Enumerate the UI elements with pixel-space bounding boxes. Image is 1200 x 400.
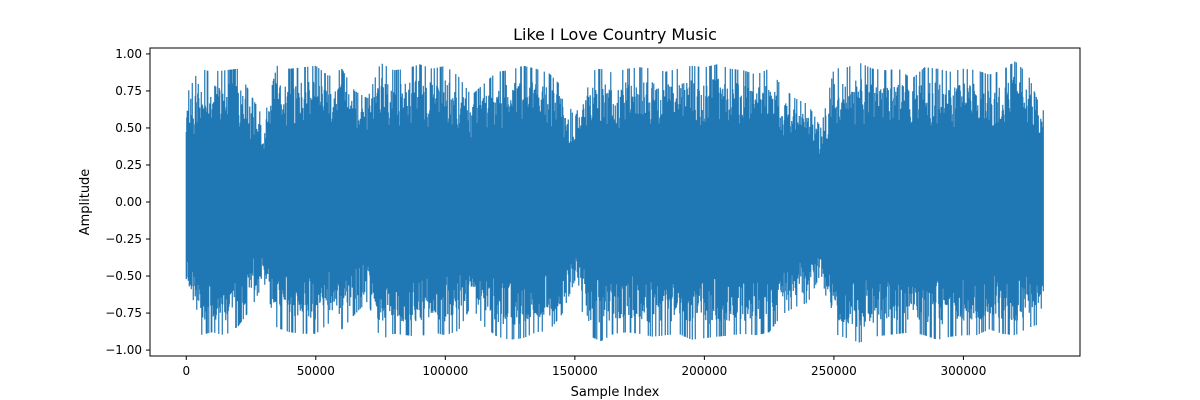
y-tick-label: −0.75	[105, 306, 142, 320]
chart-title: Like I Love Country Music	[513, 25, 717, 44]
x-tick-label: 0	[182, 364, 190, 378]
y-tick-label: −0.50	[105, 269, 142, 283]
y-tick-label: 0.25	[115, 158, 142, 172]
y-tick-label: 0.75	[115, 84, 142, 98]
x-axis-label: Sample Index	[571, 385, 660, 400]
waveform-series	[185, 61, 1044, 343]
x-tick-label: 50000	[297, 364, 335, 378]
y-tick-label: 1.00	[115, 47, 142, 61]
x-tick-label: 100000	[422, 364, 468, 378]
y-tick-label: −1.00	[105, 343, 142, 357]
y-tick-label: 0.00	[115, 195, 142, 209]
y-tick-label: 0.50	[115, 121, 142, 135]
x-tick-label: 200000	[681, 364, 727, 378]
y-axis-label: Amplitude	[78, 169, 93, 236]
y-axis: 1.00 0.75 0.50 0.25 0.00 −0.25 −0.50 −0.75 −1.00	[105, 47, 150, 357]
x-tick-label: 250000	[811, 364, 857, 378]
waveform-line	[185, 61, 1044, 343]
x-tick-label: 150000	[552, 364, 598, 378]
y-tick-label: −0.25	[105, 232, 142, 246]
x-axis: 0 50000 100000 150000 200000 250000 300000	[182, 356, 986, 378]
x-tick-label: 300000	[941, 364, 987, 378]
